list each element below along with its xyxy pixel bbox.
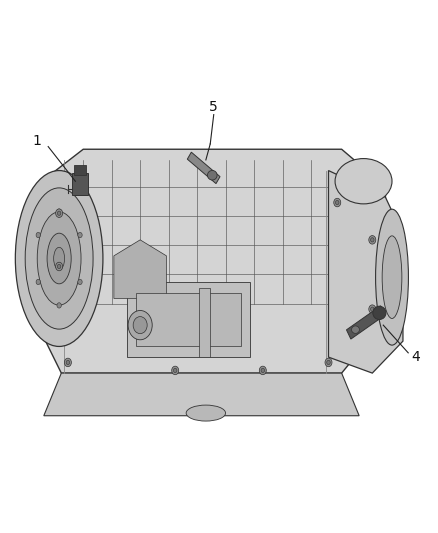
- Polygon shape: [187, 152, 220, 183]
- Ellipse shape: [25, 188, 93, 329]
- Ellipse shape: [208, 171, 217, 180]
- Ellipse shape: [78, 232, 82, 238]
- Ellipse shape: [47, 233, 71, 284]
- Ellipse shape: [56, 262, 63, 271]
- Text: 5: 5: [209, 100, 218, 114]
- Bar: [74, 165, 86, 175]
- Bar: [72, 173, 88, 195]
- Ellipse shape: [57, 211, 61, 215]
- Ellipse shape: [64, 358, 71, 367]
- Ellipse shape: [334, 198, 341, 207]
- Ellipse shape: [325, 358, 332, 367]
- Polygon shape: [328, 171, 403, 373]
- Polygon shape: [44, 373, 359, 416]
- Ellipse shape: [336, 200, 339, 205]
- Ellipse shape: [53, 247, 65, 270]
- Ellipse shape: [369, 236, 376, 244]
- Ellipse shape: [335, 159, 392, 204]
- Ellipse shape: [382, 236, 402, 318]
- Ellipse shape: [133, 317, 147, 334]
- Ellipse shape: [66, 360, 70, 365]
- Text: 1: 1: [33, 134, 42, 148]
- Ellipse shape: [36, 279, 40, 285]
- Ellipse shape: [259, 366, 266, 375]
- Ellipse shape: [352, 326, 360, 334]
- Ellipse shape: [371, 307, 374, 311]
- Text: 4: 4: [412, 350, 420, 364]
- Polygon shape: [35, 149, 385, 373]
- Ellipse shape: [375, 209, 408, 345]
- Ellipse shape: [128, 310, 152, 340]
- Bar: [127, 282, 250, 357]
- Ellipse shape: [261, 368, 265, 373]
- Ellipse shape: [172, 366, 179, 375]
- Ellipse shape: [15, 171, 103, 346]
- Polygon shape: [114, 240, 166, 298]
- Ellipse shape: [57, 209, 61, 214]
- Ellipse shape: [327, 360, 330, 365]
- Ellipse shape: [37, 212, 81, 305]
- Bar: [199, 288, 210, 357]
- Ellipse shape: [371, 238, 374, 242]
- Ellipse shape: [56, 209, 63, 217]
- Ellipse shape: [373, 306, 386, 320]
- Ellipse shape: [36, 232, 40, 238]
- Bar: [136, 293, 241, 346]
- Ellipse shape: [173, 368, 177, 373]
- Ellipse shape: [57, 303, 61, 308]
- Ellipse shape: [57, 264, 61, 269]
- Ellipse shape: [186, 405, 226, 421]
- Ellipse shape: [78, 279, 82, 285]
- Ellipse shape: [369, 305, 376, 313]
- Polygon shape: [346, 306, 385, 339]
